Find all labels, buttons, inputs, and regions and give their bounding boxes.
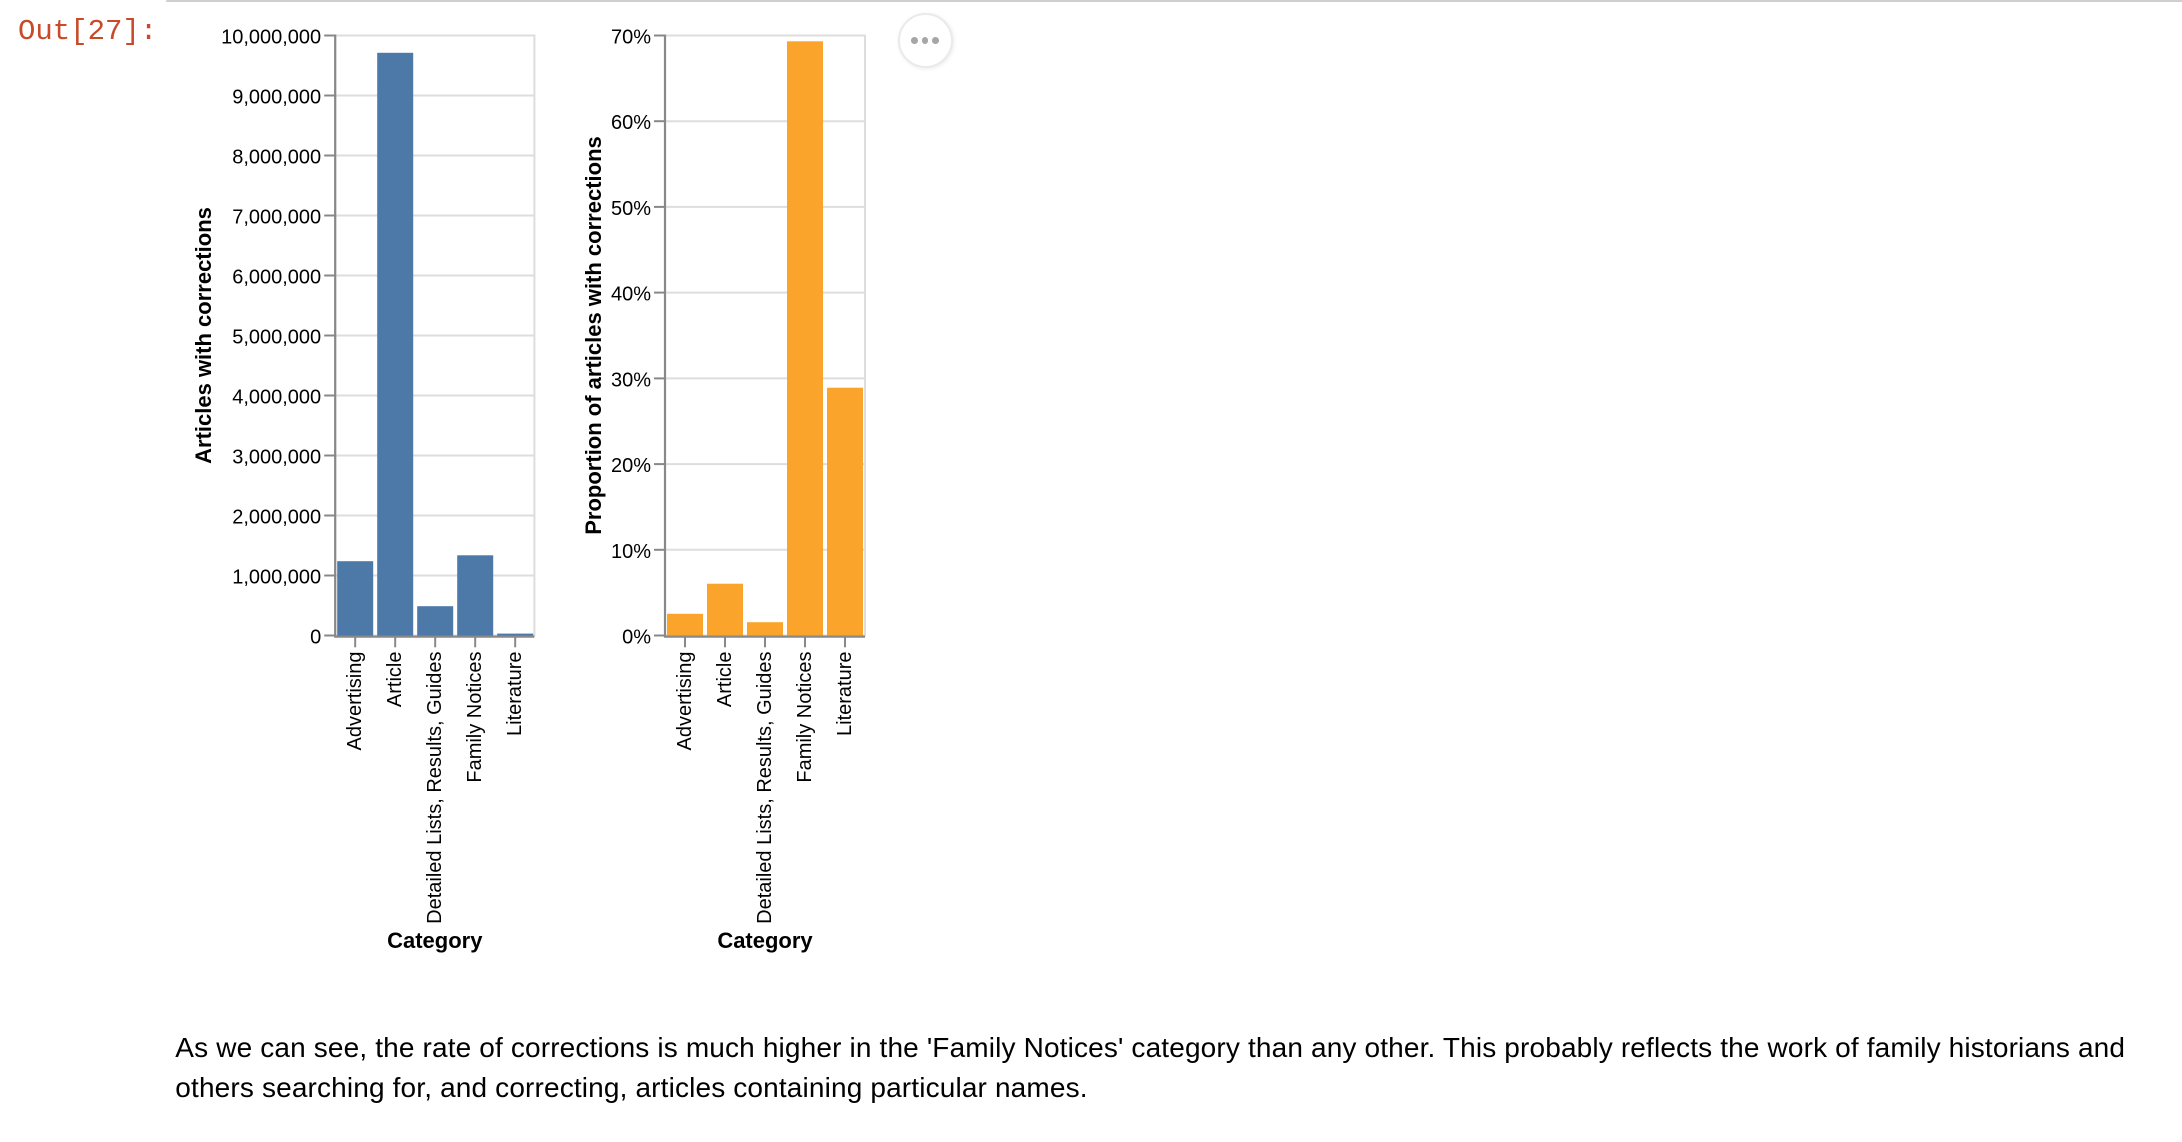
svg-text:2,000,000: 2,000,000 <box>232 507 321 529</box>
svg-text:Advertising: Advertising <box>674 652 696 751</box>
svg-text:5,000,000: 5,000,000 <box>232 327 321 349</box>
svg-text:6,000,000: 6,000,000 <box>232 267 321 289</box>
svg-text:9,000,000: 9,000,000 <box>232 87 321 109</box>
svg-text:4,000,000: 4,000,000 <box>232 387 321 409</box>
svg-text:Literature: Literature <box>834 652 856 737</box>
svg-text:20%: 20% <box>611 455 651 477</box>
svg-text:Article: Article <box>714 652 736 708</box>
svg-text:Category: Category <box>387 928 483 953</box>
svg-text:10,000,000: 10,000,000 <box>221 27 321 49</box>
svg-text:3,000,000: 3,000,000 <box>232 447 321 469</box>
svg-text:60%: 60% <box>611 112 651 134</box>
svg-text:Article: Article <box>384 652 406 708</box>
svg-text:Detailed Lists, Results, Guide: Detailed Lists, Results, Guides <box>424 652 446 924</box>
svg-text:Articles with corrections: Articles with corrections <box>191 207 216 464</box>
svg-text:40%: 40% <box>611 284 651 306</box>
svg-text:7,000,000: 7,000,000 <box>232 207 321 229</box>
svg-text:1,000,000: 1,000,000 <box>232 567 321 589</box>
svg-text:Advertising: Advertising <box>344 652 366 751</box>
svg-text:0: 0 <box>310 627 321 649</box>
svg-text:Family Notices: Family Notices <box>464 652 486 783</box>
svg-text:10%: 10% <box>611 541 651 563</box>
svg-text:Category: Category <box>717 928 813 953</box>
svg-text:70%: 70% <box>611 27 651 49</box>
svg-text:30%: 30% <box>611 369 651 391</box>
svg-text:8,000,000: 8,000,000 <box>232 147 321 169</box>
svg-text:Detailed Lists, Results, Guide: Detailed Lists, Results, Guides <box>754 652 776 924</box>
svg-text:Literature: Literature <box>504 652 526 737</box>
svg-text:0%: 0% <box>622 627 651 649</box>
svg-text:Family Notices: Family Notices <box>794 652 816 783</box>
svg-text:Proportion of articles with co: Proportion of articles with corrections <box>581 136 606 535</box>
svg-text:50%: 50% <box>611 198 651 220</box>
